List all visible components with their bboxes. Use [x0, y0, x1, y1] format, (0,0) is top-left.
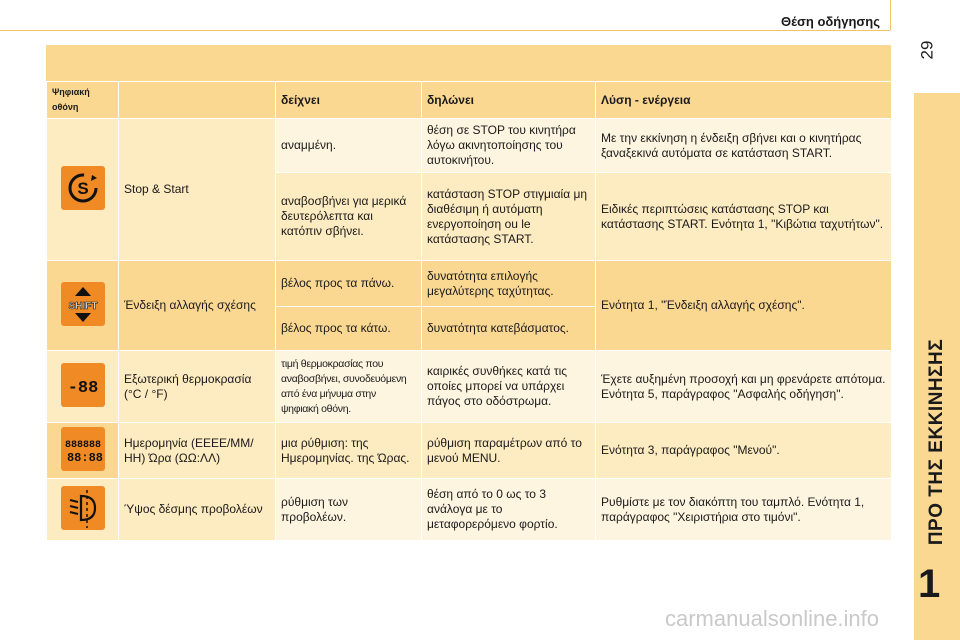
table-row: Ύψος δέσμης προβολέων ρύθμιση των προβολ… — [46, 478, 892, 541]
table-row: SHIFT Ένδειξη αλλαγής σχέσης βέλος προς … — [46, 260, 892, 351]
row-label: Stop & Start — [118, 118, 276, 261]
cell-action: Έχετε αυξημένη προσοχή και μη φρενάρετε … — [595, 350, 892, 423]
header-display: Ψηφιακή οθόνη — [46, 81, 119, 119]
cell-means: ρύθμιση παραμέτρων από το μενού MENU. — [421, 422, 596, 479]
cell-shows: βέλος προς τα κάτω. — [275, 306, 422, 351]
svg-text:888888: 888888 — [64, 440, 100, 451]
table-row: βέλος προς τα κάτω. δυνατότητα κατεβάσμα… — [47, 306, 892, 351]
stop-start-icon: S — [60, 165, 105, 210]
table-banner — [46, 45, 891, 81]
cell-shows: μια ρύθμιση: της Ημερομηνίας. της Ώρας. — [275, 422, 422, 479]
cell-shows: ρύθμιση των προβολέων. — [275, 478, 422, 541]
cell-means: καιρικές συνθήκες κατά τις οποίες μπορεί… — [421, 350, 596, 423]
temperature-display-icon: -88 — [60, 362, 105, 407]
date-time-display-icon: 888888 88:88 — [60, 426, 105, 471]
row-label: Ημερομηνία (ΕΕΕΕ/ΜΜ/ΗΗ) Ώρα (ΩΩ:ΛΛ) — [118, 422, 276, 479]
cell-action: Ενότητα 3, παράγραφος "Μενού". — [595, 422, 892, 479]
cell-action: Με την εκκίνηση η ένδειξη σβήνει και ο κ… — [595, 118, 892, 173]
header-shows: δείχνει — [275, 81, 422, 119]
cell-means: θέση σε STOP του κινητήρα λόγω ακινητοπο… — [421, 118, 596, 173]
table-header-row: Ψηφιακή οθόνη δείχνει δηλώνει Λύση - ενέ… — [46, 81, 892, 119]
svg-text:SHIFT: SHIFT — [68, 301, 97, 312]
table-row: αναβοσβήνει για μερικά δευτερόλεπτα και … — [47, 172, 892, 261]
headlamp-height-icon — [60, 485, 105, 530]
cell-means: κατάσταση STOP στιγμιαία μη διαθέσιμη ή … — [421, 172, 596, 261]
cell-means: θέση από το 0 ως το 3 ανάλογα με το μετα… — [421, 478, 596, 541]
row-label: Ένδειξη αλλαγής σχέσης — [118, 260, 276, 351]
header-divider — [890, 0, 891, 30]
table-row: S Stop & Start αναμμένη. θέση σε STOP το… — [46, 118, 892, 261]
shift-indicator-icon: SHIFT — [60, 281, 105, 326]
chapter-tab — [914, 93, 960, 640]
chapter-number: 1 — [918, 562, 941, 606]
indicator-table: Ψηφιακή οθόνη δείχνει δηλώνει Λύση - ενέ… — [46, 45, 892, 541]
svg-text:-88: -88 — [67, 379, 98, 398]
cell-action: Ειδικές περιπτώσεις κατάστασης STOP και … — [595, 172, 892, 261]
cell-action: Ενότητα 1, "Ένδειξη αλλαγής σχέσης". — [595, 260, 892, 351]
cell-shows: αναβοσβήνει για μερικά δευτερόλεπτα και … — [275, 172, 422, 261]
page-number: 29 — [917, 40, 937, 60]
header-action: Λύση - ενέργεια — [595, 81, 892, 119]
cell-means: δυνατότητα κατεβάσματος. — [421, 306, 596, 351]
row-label: Ύψος δέσμης προβολέων — [118, 478, 276, 541]
row-label: Εξωτερική θερμοκρασία (°C / °F) — [118, 350, 276, 423]
header-rule — [0, 30, 890, 31]
page-header-title: Θέση οδήγησης — [781, 14, 880, 29]
svg-text:88:88: 88:88 — [66, 451, 102, 465]
cell-shows: τιμή θερμοκρασίας που αναβοσβήνει, συνοδ… — [275, 350, 422, 423]
watermark: carmanualsonline.info — [665, 606, 880, 631]
header-means: δηλώνει — [421, 81, 596, 119]
chapter-title: ΠΡΟ ΤΗΣ ΕΚΚΙΝΗΣΗΣ — [926, 338, 947, 546]
cell-shows: αναμμένη. — [275, 118, 422, 173]
cell-shows: βέλος προς τα πάνω. — [275, 260, 422, 307]
svg-text:S: S — [77, 179, 88, 198]
cell-action: Ρυθμίστε με τον διακόπτη του ταμπλό. Ενό… — [595, 478, 892, 541]
header-blank — [118, 81, 276, 119]
table-row: 888888 88:88 Ημερομηνία (ΕΕΕΕ/ΜΜ/ΗΗ) Ώρα… — [46, 422, 892, 479]
cell-means: δυνατότητα επιλογής μεγαλύτερης ταχύτητα… — [421, 260, 596, 307]
table-row: -88 Εξωτερική θερμοκρασία (°C / °F) τιμή… — [46, 350, 892, 423]
